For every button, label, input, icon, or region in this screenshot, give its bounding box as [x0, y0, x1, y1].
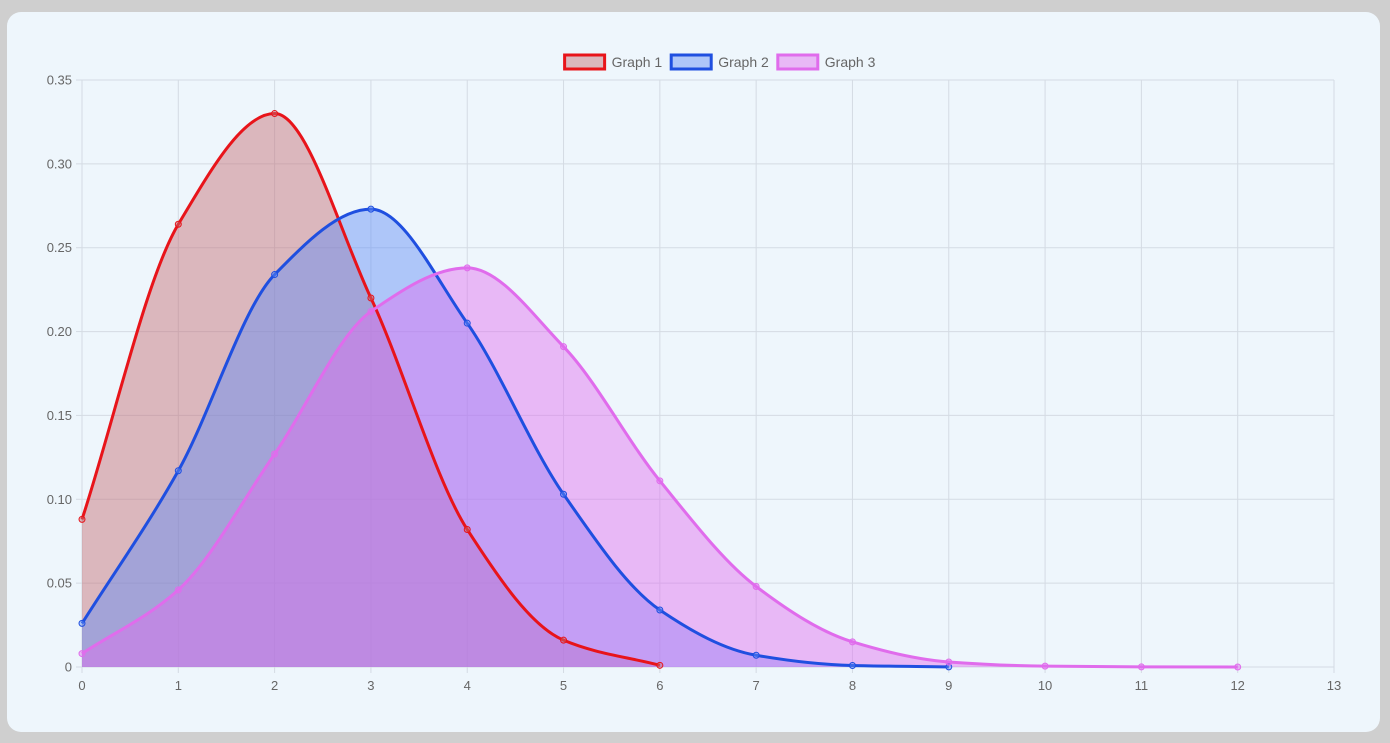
series-points	[78, 110, 1242, 671]
series-2-point[interactable]	[463, 319, 471, 327]
x-tick-label: 0	[78, 678, 85, 693]
y-tick-label: 0.20	[47, 324, 72, 339]
legend-label: Graph 3	[825, 54, 876, 70]
y-tick-label: 0.25	[47, 240, 72, 255]
series-2-point[interactable]	[78, 619, 86, 627]
series-3-point[interactable]	[271, 450, 279, 458]
legend-swatch	[776, 53, 820, 71]
x-tick-label: 1	[175, 678, 182, 693]
x-axis-ticks: 0 1 2 3 4 5 6 7 8 9 10 11 12 13	[78, 678, 1341, 693]
series-1-point[interactable]	[656, 661, 664, 669]
legend-swatch	[669, 53, 713, 71]
series-2-point[interactable]	[271, 271, 279, 279]
y-tick-label: 0.05	[47, 576, 72, 591]
y-tick-label: 0.30	[47, 156, 72, 171]
legend-label: Graph 1	[612, 54, 663, 70]
series-3-point[interactable]	[463, 264, 471, 272]
series-3-point[interactable]	[1137, 663, 1145, 671]
series-3-area	[82, 267, 1238, 667]
chart-card	[7, 12, 1380, 732]
legend-swatch	[563, 53, 607, 71]
x-tick-label: 3	[367, 678, 374, 693]
series-3-point[interactable]	[848, 638, 856, 646]
series-3-point[interactable]	[174, 586, 182, 594]
x-tick-label: 8	[849, 678, 856, 693]
y-tick-label: 0.10	[47, 492, 72, 507]
series-3-point[interactable]	[1234, 663, 1242, 671]
series-2-area	[82, 209, 949, 667]
x-tick-label: 6	[656, 678, 663, 693]
series-2-point[interactable]	[656, 606, 664, 614]
x-tick-label: 11	[1135, 678, 1149, 693]
series-3-line	[81, 266, 1238, 669]
series-1-point[interactable]	[463, 525, 471, 533]
grid	[76, 79, 1335, 673]
series-2-line	[80, 207, 949, 669]
x-tick-label: 13	[1327, 678, 1341, 693]
series-3-point[interactable]	[1041, 662, 1049, 670]
x-tick-label: 4	[464, 678, 471, 693]
y-tick-label: 0.15	[47, 408, 72, 423]
x-tick-label: 2	[271, 678, 278, 693]
legend-item-graph-3[interactable]: Graph 3	[776, 53, 876, 71]
x-tick-label: 5	[560, 678, 567, 693]
series-2-point[interactable]	[945, 663, 953, 671]
series-1-point[interactable]	[174, 220, 182, 228]
series-2-point[interactable]	[560, 490, 568, 498]
series-2-point[interactable]	[752, 651, 760, 659]
x-tick-label: 10	[1038, 678, 1052, 693]
series-3-point[interactable]	[560, 343, 568, 351]
x-tick-label: 12	[1230, 678, 1244, 693]
series-lines	[80, 112, 1238, 669]
legend-item-graph-1[interactable]: Graph 1	[563, 53, 663, 71]
legend-label: Graph 2	[718, 54, 769, 70]
series-1-point[interactable]	[271, 110, 279, 118]
series-3-point[interactable]	[752, 582, 760, 590]
legend: Graph 1 Graph 2 Graph 3	[563, 53, 876, 71]
series-2-point[interactable]	[848, 661, 856, 669]
series-3-point[interactable]	[656, 477, 664, 485]
y-tick-label: 0.35	[47, 73, 72, 88]
x-tick-label: 9	[945, 678, 952, 693]
series-3-point[interactable]	[367, 307, 375, 315]
legend-item-graph-2[interactable]: Graph 2	[669, 53, 769, 71]
y-tick-label: 0	[65, 660, 72, 675]
series-3-point[interactable]	[78, 650, 86, 658]
series-1-point[interactable]	[367, 294, 375, 302]
series-3-point[interactable]	[945, 658, 953, 666]
series-2-point[interactable]	[174, 467, 182, 475]
series-1-point[interactable]	[560, 636, 568, 644]
series-1-line	[80, 112, 661, 667]
x-tick-label: 7	[753, 678, 760, 693]
series-1-point[interactable]	[78, 515, 86, 523]
series-2-point[interactable]	[367, 205, 375, 213]
y-axis-ticks: 0 0.05 0.10 0.15 0.20 0.25 0.30 0.35	[47, 73, 72, 675]
